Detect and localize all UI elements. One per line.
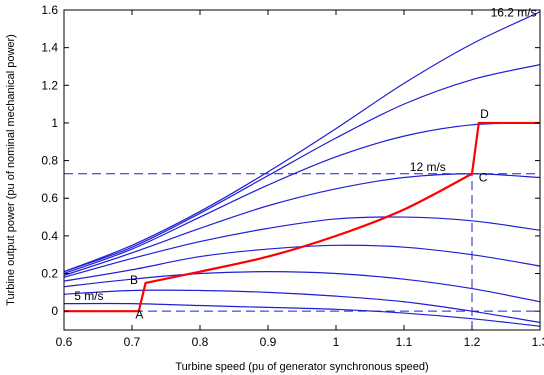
y-tick-label: 0.4 bbox=[41, 229, 58, 243]
y-tick-label: 0.8 bbox=[41, 154, 58, 168]
power-curve-6 bbox=[64, 173, 540, 276]
y-tick-label: 0.2 bbox=[41, 267, 58, 281]
y-tick-label: 1.6 bbox=[41, 3, 58, 17]
x-tick-label: 1.3 bbox=[532, 335, 544, 349]
x-tick-label: 0.9 bbox=[260, 335, 277, 349]
tracking-curve bbox=[64, 121, 540, 313]
curve-label: 16.2 m/s bbox=[491, 6, 537, 20]
y-tick-label: 0 bbox=[51, 304, 58, 318]
plot-frame bbox=[63, 9, 541, 331]
y-axis-label: Turbine output power (pu of nominal mech… bbox=[5, 34, 17, 306]
curve-label: 12 m/s bbox=[410, 160, 446, 174]
x-axis-label: Turbine speed (pu of generator synchrono… bbox=[175, 361, 428, 373]
y-tick-label: 0.6 bbox=[41, 191, 58, 205]
x-tick-label: 0.8 bbox=[192, 335, 209, 349]
y-tick-label: 1.4 bbox=[41, 41, 58, 55]
power-curve-9 bbox=[64, 11, 540, 273]
y-axis-ticks: 0 0.2 0.4 0.6 0.8 1 1.2 1.4 1.6 bbox=[41, 3, 540, 318]
point-label-b: B bbox=[130, 273, 138, 287]
power-curve-3 bbox=[64, 271, 540, 303]
point-label-c: C bbox=[479, 170, 488, 184]
curve-label: 5 m/s bbox=[74, 289, 103, 303]
y-tick-label: 1 bbox=[51, 116, 58, 130]
curve-labels: 5 m/s 12 m/s 16.2 m/s bbox=[74, 6, 536, 303]
power-curve-1 bbox=[64, 302, 540, 327]
power-curve-5 bbox=[64, 216, 540, 278]
power-curve-7 bbox=[64, 122, 540, 275]
x-tick-label: 1.1 bbox=[396, 335, 413, 349]
x-tick-label: 0.6 bbox=[56, 335, 73, 349]
x-tick-label: 1 bbox=[333, 335, 340, 349]
x-axis-ticks: 0.6 0.7 0.8 0.9 1 1.1 1.2 1.3 bbox=[56, 10, 544, 349]
x-tick-label: 0.7 bbox=[124, 335, 141, 349]
point-annotations: A B C D bbox=[130, 107, 489, 321]
point-label-d: D bbox=[480, 107, 489, 121]
plot-area bbox=[63, 9, 541, 331]
power-curve-2 bbox=[64, 289, 540, 324]
tracking-curve-group bbox=[64, 121, 540, 313]
point-label-a: A bbox=[135, 308, 143, 322]
power-curves bbox=[64, 11, 540, 327]
x-tick-label: 1.2 bbox=[464, 335, 481, 349]
y-tick-label: 1.2 bbox=[41, 78, 58, 92]
power-curve-8 bbox=[64, 64, 540, 273]
